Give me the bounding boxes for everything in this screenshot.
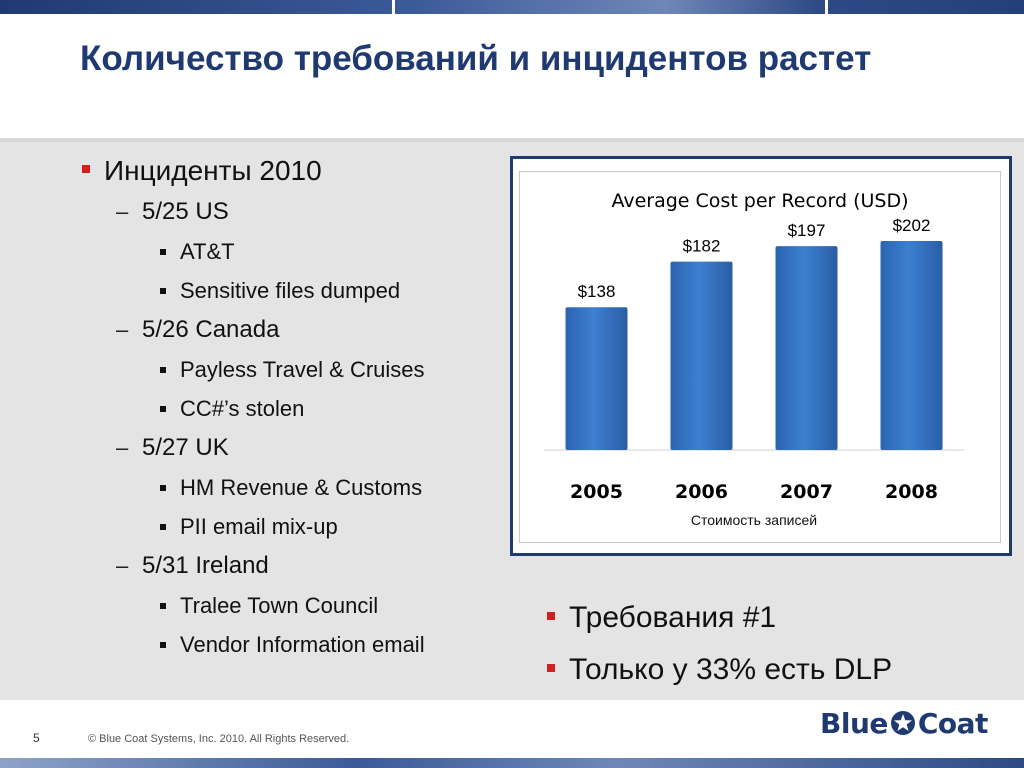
incident-item: Sensitive files dumped — [80, 271, 500, 310]
band-divider — [825, 0, 828, 14]
slide-number: 5 — [33, 731, 40, 745]
data-label-2006: $182 — [683, 237, 721, 256]
bottom-decor-band — [0, 758, 1024, 768]
top-decor-band — [0, 0, 1024, 14]
incident-item: Vendor Information email — [80, 625, 500, 664]
incident-item: Payless Travel & Cruises — [80, 350, 500, 389]
incident-item: AT&T — [80, 232, 500, 271]
bar-2006 — [670, 261, 733, 450]
data-label-2008: $202 — [893, 216, 931, 235]
chart-frame: $138 2005 $182 2006 $197 2007 $202 2008 Стоимост… — [510, 156, 1012, 556]
x-tick-label-2007: 2007 — [780, 481, 833, 503]
incident-item: PII email mix-up — [80, 507, 500, 546]
data-label-2007: $197 — [788, 221, 826, 240]
logo-text-coat: Coat — [917, 706, 989, 740]
incident-group-label: 5/26 Canada — [80, 310, 500, 350]
chart-title: Average Cost per Record (USD) — [611, 190, 909, 212]
x-tick-label-2005: 2005 — [570, 481, 623, 503]
footer — [0, 700, 1024, 768]
bar-chart: $138 2005 $182 2006 $197 2007 $202 2008 Стоимост… — [544, 216, 964, 528]
incidents-list: Инциденты 2010 5/25 US AT&T Sensitive fi… — [80, 150, 500, 664]
incident-group-label: 5/25 US — [80, 192, 500, 232]
data-label-2005: $138 — [578, 282, 616, 301]
x-tick-label-2008: 2008 — [885, 481, 938, 503]
incidents-heading: Инциденты 2010 — [80, 150, 500, 192]
chart-area: $138 2005 $182 2006 $197 2007 $202 2008 Стоимост… — [519, 171, 1001, 543]
bar-2008 — [880, 240, 943, 450]
blue-coat-logo: Blue Coat — [820, 706, 988, 740]
band-divider — [392, 0, 395, 14]
summary-item: Только у 33% есть DLP — [545, 644, 1005, 696]
incident-item: Tralee Town Council — [80, 586, 500, 625]
incident-item: HM Revenue & Customs — [80, 468, 500, 507]
x-axis-label: Стоимость записей — [691, 512, 817, 528]
slide-title: Количество требований и инцидентов расте… — [80, 39, 872, 78]
bar-2005 — [565, 307, 628, 450]
incident-group-label: 5/27 UK — [80, 428, 500, 468]
incident-item: CC#’s stolen — [80, 389, 500, 428]
logo-star-icon — [890, 711, 915, 735]
copyright-text: © Blue Coat Systems, Inc. 2010. All Righ… — [88, 733, 350, 745]
incident-group-label: 5/31 Ireland — [80, 546, 500, 586]
summary-item: Требования #1 — [545, 592, 1005, 644]
summary-list: Требования #1 Только у 33% есть DLP — [545, 592, 1005, 696]
logo-text-blue: Blue — [820, 706, 888, 740]
x-tick-label-2006: 2006 — [675, 481, 728, 503]
bar-2007 — [775, 246, 838, 450]
